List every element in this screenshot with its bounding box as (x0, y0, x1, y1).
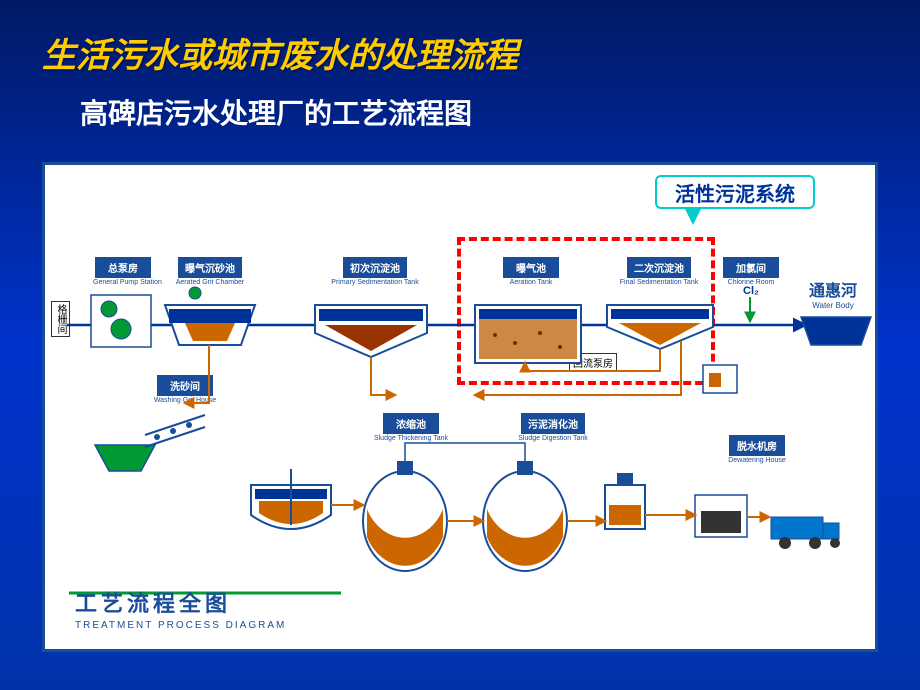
process-diagram: 活性污泥系统 格栅间 总泵房 General Pump Station 曝气沉砂… (42, 162, 878, 652)
subtitle: 高碑店污水处理厂的工艺流程图 (80, 92, 472, 132)
river-label: 通惠河 Water Body (791, 277, 875, 310)
callout-label: 活性污泥系统 (655, 175, 815, 209)
dewatering-icon (695, 495, 840, 549)
river-en: Water Body (791, 301, 875, 310)
final-tank-icon (607, 305, 713, 349)
digest-cn: 污泥消化池 (521, 413, 585, 434)
aeration-tank-icon (475, 305, 581, 363)
washing-grit-icon (95, 415, 205, 471)
block-digest: 污泥消化池 Sludge Digestion Tank (503, 413, 603, 442)
block-dewater: 脱水机房 Dewatering House (719, 435, 795, 464)
slide-title: 生活污水或城市废水的处理流程 (42, 28, 518, 77)
aeration-en: Aeration Tank (491, 279, 571, 286)
block-aeration: 曝气池 Aeration Tank (491, 257, 571, 286)
primary-tank-icon (315, 305, 427, 357)
river-cn: 通惠河 (791, 277, 875, 301)
block-grit: 曝气沉砂池 Aerated Grit Chamber (165, 257, 255, 286)
pump-cn: 总泵房 (95, 257, 151, 278)
dewater-en: Dewatering House (719, 457, 795, 464)
washing-en: Washing Grit House (151, 397, 219, 404)
grit-tank-icon (165, 287, 255, 345)
pump-en: General Pump Station (93, 279, 153, 286)
block-pump: 总泵房 General Pump Station (93, 257, 153, 286)
recycle-pump-label: 回流泵房 (569, 353, 617, 372)
diagram-title: 工艺流程全图 TREATMENT PROCESS DIAGRAM (75, 586, 286, 631)
digestion-tank-2-icon (483, 461, 567, 571)
block-chlorine: 加氯间 Chlorine Room (721, 257, 781, 286)
primary-cn: 初次沉淀池 (343, 257, 407, 278)
grid-chamber-label: 格栅间 (51, 301, 70, 337)
grit-en: Aerated Grit Chamber (165, 279, 255, 286)
dewater-cn: 脱水机房 (729, 435, 785, 456)
chlorine-cn: 加氯间 (723, 257, 779, 278)
final-en: Final Sedimentation Tank (611, 279, 707, 286)
small-tank-icon (605, 473, 645, 529)
block-final: 二次沉淀池 Final Sedimentation Tank (611, 257, 707, 286)
washing-cn: 洗砂间 (157, 375, 213, 396)
grit-cn: 曝气沉砂池 (178, 257, 242, 278)
thickening-tank-icon (251, 469, 331, 529)
aeration-cn: 曝气池 (503, 257, 559, 278)
diagram-title-en: TREATMENT PROCESS DIAGRAM (75, 620, 286, 631)
flow-svg (45, 165, 875, 649)
callout: 活性污泥系统 (655, 175, 815, 225)
final-cn: 二次沉淀池 (627, 257, 691, 278)
thicken-en: Sludge Thickening Tank (371, 435, 451, 442)
block-primary: 初次沉淀池 Primary Sedimentation Tank (325, 257, 425, 286)
thicken-cn: 浓缩池 (383, 413, 439, 434)
primary-en: Primary Sedimentation Tank (325, 279, 425, 286)
callout-tail-icon (685, 209, 701, 225)
digest-en: Sludge Digestion Tank (503, 435, 603, 442)
diagram-title-cn: 工艺流程全图 (75, 586, 286, 618)
digestion-tank-1-icon (363, 461, 447, 571)
block-thicken: 浓缩池 Sludge Thickening Tank (371, 413, 451, 442)
block-washing: 洗砂间 Washing Grit House (151, 375, 219, 404)
cl2-label: Cl₂ (743, 285, 759, 297)
river-icon (801, 317, 871, 345)
